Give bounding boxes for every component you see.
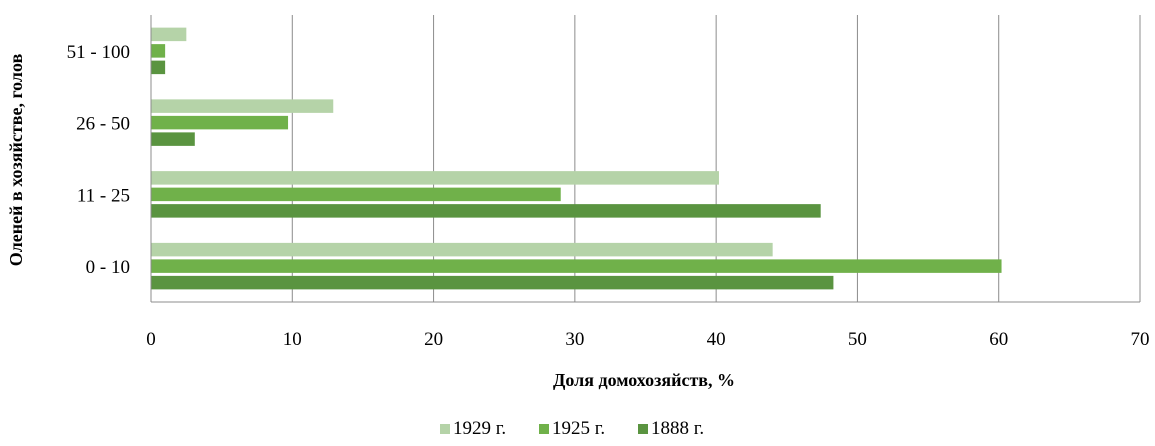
legend-swatch bbox=[638, 424, 648, 434]
gridlines bbox=[291, 15, 1141, 302]
x-tick-label: 0 bbox=[146, 329, 156, 350]
legend: 1929 г. 1925 г. 1888 г. bbox=[440, 418, 704, 439]
x-axis-title: Доля домохозяйств, % bbox=[553, 370, 735, 390]
x-tick-label: 70 bbox=[1131, 329, 1150, 350]
x-tick-labels: 0 10 20 30 40 50 60 70 bbox=[146, 329, 1149, 350]
bar bbox=[151, 99, 334, 113]
category-label: 51 - 100 bbox=[67, 42, 130, 63]
y-axis-title: Оленей в хозяйстве, голов bbox=[6, 53, 26, 266]
x-tick-label: 10 bbox=[283, 329, 302, 350]
x-tick-label: 20 bbox=[424, 329, 443, 350]
x-tick-label: 50 bbox=[848, 329, 867, 350]
category-label: 0 - 10 bbox=[86, 257, 130, 278]
category-labels: 0 - 10 11 - 25 26 - 50 51 - 100 bbox=[67, 42, 130, 278]
bar bbox=[151, 275, 834, 290]
bar bbox=[151, 204, 821, 218]
legend-swatch bbox=[539, 424, 549, 434]
legend-label: 1888 г. bbox=[651, 418, 704, 439]
bar bbox=[151, 187, 561, 202]
axes bbox=[150, 15, 1140, 303]
bar bbox=[151, 259, 1002, 273]
bar bbox=[151, 171, 719, 185]
legend-label: 1925 г. bbox=[552, 418, 605, 439]
x-tick-label: 30 bbox=[565, 329, 584, 350]
bar bbox=[151, 115, 289, 130]
bar bbox=[151, 27, 187, 42]
x-tick-label: 40 bbox=[707, 329, 726, 350]
category-label: 11 - 25 bbox=[77, 185, 130, 206]
bar bbox=[151, 60, 166, 75]
x-tick-label: 60 bbox=[989, 329, 1008, 350]
bar bbox=[151, 44, 166, 58]
legend-swatch bbox=[440, 424, 450, 434]
bars bbox=[151, 27, 1002, 290]
bar bbox=[151, 132, 195, 146]
category-label: 26 - 50 bbox=[76, 114, 130, 135]
legend-label: 1929 г. bbox=[453, 418, 506, 439]
bar bbox=[151, 242, 773, 257]
